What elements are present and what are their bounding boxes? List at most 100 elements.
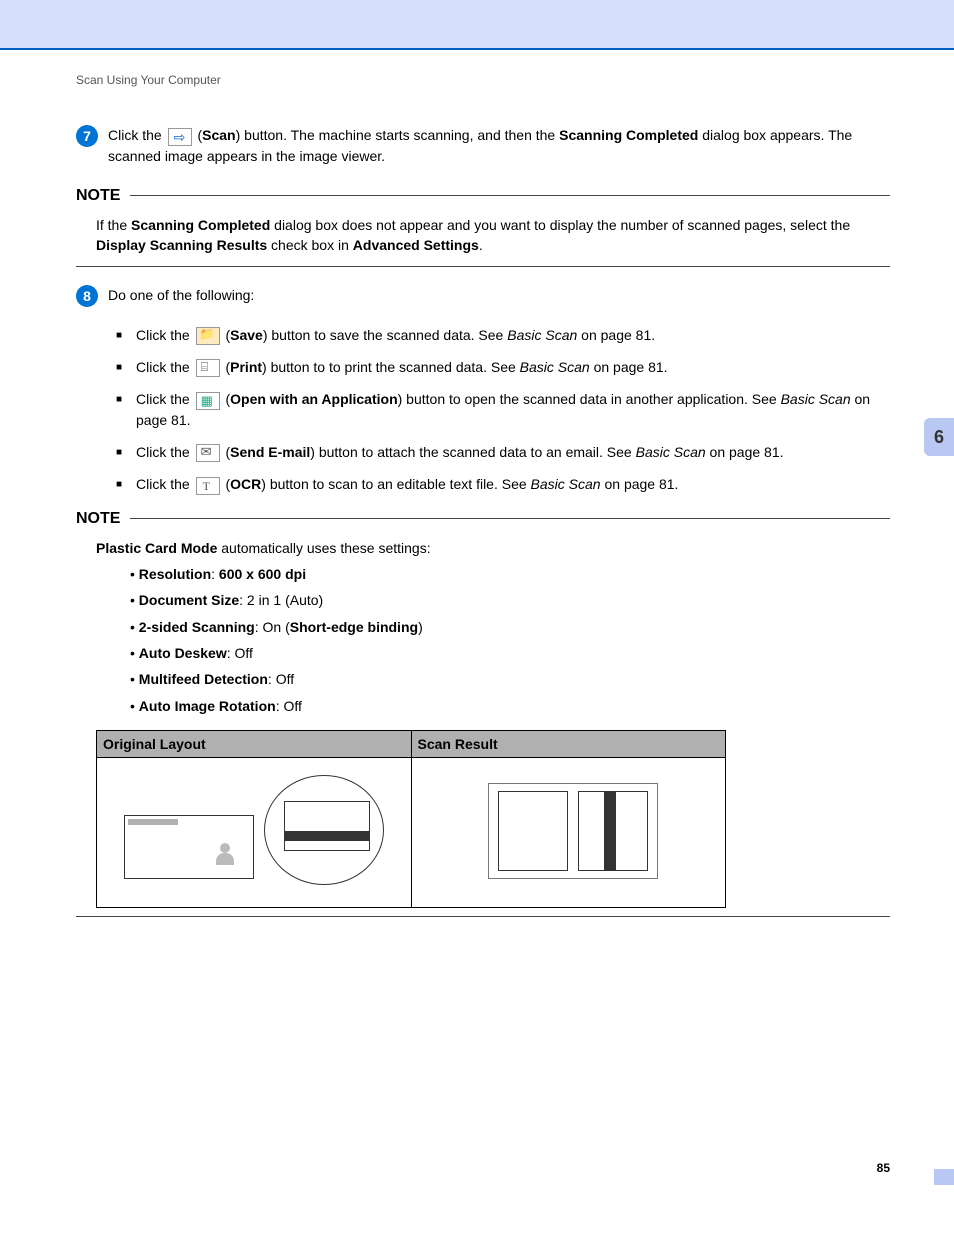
- text: ) button to attach the scanned data to a…: [310, 444, 635, 460]
- text: Click the: [136, 476, 194, 492]
- text: Multifeed Detection: [139, 671, 268, 687]
- text: 2-sided Scanning: [139, 619, 255, 635]
- scan-result-diagram: [468, 775, 668, 885]
- email-button-label: Send E-mail: [230, 444, 310, 460]
- text: : 2 in 1 (Auto): [239, 592, 323, 608]
- text: Document Size: [139, 592, 239, 608]
- note-rule: [130, 195, 890, 196]
- text: Display Scanning Results: [96, 237, 267, 253]
- text: ) button to save the scanned data. See: [263, 327, 507, 343]
- option-email: ■ Click the (Send E-mail) button to atta…: [116, 442, 890, 462]
- text: Plastic Card Mode: [96, 540, 217, 556]
- setting-item: Document Size: 2 in 1 (Auto): [130, 590, 890, 610]
- text: check box in: [267, 237, 353, 253]
- setting-item: Auto Image Rotation: Off: [130, 696, 890, 716]
- ocr-icon: [196, 477, 220, 495]
- note-2: NOTE Plastic Card Mode automatically use…: [76, 507, 890, 918]
- text: dialog box does not appear and you want …: [270, 217, 850, 233]
- ref-link[interactable]: Basic Scan: [781, 391, 851, 407]
- section-header: Scan Using Your Computer: [76, 72, 890, 89]
- ref-link[interactable]: Basic Scan: [520, 359, 590, 375]
- text: : Off: [276, 698, 302, 714]
- text: : On (: [255, 619, 290, 635]
- step-8: 8 Do one of the following:: [76, 285, 890, 307]
- option-save: ■ Click the (Save) button to save the sc…: [116, 325, 890, 345]
- scan-icon: [168, 128, 192, 146]
- step-7: 7 Click the (Scan) button. The machine s…: [76, 125, 890, 166]
- email-icon: [196, 444, 220, 462]
- text: Scanning Completed: [131, 217, 270, 233]
- scan-button-label: Scan: [202, 127, 235, 143]
- page-corner: [934, 1169, 954, 1185]
- open-button-label: Open with an Application: [230, 391, 397, 407]
- note-rule: [76, 916, 890, 917]
- text: ) button to to print the scanned data. S…: [262, 359, 520, 375]
- text: ): [418, 619, 423, 635]
- scan-result-cell: [411, 758, 726, 908]
- print-button-label: Print: [230, 359, 262, 375]
- text: automatically uses these settings:: [217, 540, 430, 556]
- ref-link[interactable]: Basic Scan: [507, 327, 577, 343]
- step-number-7: 7: [76, 125, 98, 147]
- page-content: Scan Using Your Computer 7 Click the (Sc…: [0, 50, 954, 917]
- top-bar: [0, 0, 954, 48]
- ref-link[interactable]: Basic Scan: [636, 444, 706, 460]
- text: : Off: [227, 645, 253, 661]
- page-number: 85: [877, 1161, 890, 1175]
- setting-item: Multifeed Detection: Off: [130, 669, 890, 689]
- layout-table: Original Layout Scan Result: [96, 730, 726, 908]
- bullet: ■: [116, 474, 128, 494]
- note-1-body: If the Scanning Completed dialog box doe…: [76, 215, 890, 256]
- text: Resolution: [139, 566, 211, 582]
- text: on page 81.: [601, 476, 679, 492]
- note-2-body: Plastic Card Mode automatically uses the…: [76, 538, 890, 908]
- print-icon: [196, 359, 220, 377]
- text: Auto Image Rotation: [139, 698, 276, 714]
- settings-list: Resolution: 600 x 600 dpi Document Size:…: [130, 564, 890, 716]
- option-open: ■ Click the (Open with an Application) b…: [116, 389, 890, 430]
- text: ) button to open the scanned data in ano…: [398, 391, 781, 407]
- text: on page 81.: [590, 359, 668, 375]
- save-button-label: Save: [230, 327, 263, 343]
- bullet: ■: [116, 389, 128, 430]
- text: Auto Deskew: [139, 645, 227, 661]
- original-layout-diagram: [114, 775, 394, 885]
- table-header: Original Layout: [97, 730, 412, 757]
- table-header: Scan Result: [411, 730, 726, 757]
- text: on page 81.: [577, 327, 655, 343]
- chapter-tab[interactable]: 6: [924, 418, 954, 456]
- ref-link[interactable]: Basic Scan: [531, 476, 601, 492]
- text: 600 x 600 dpi: [219, 566, 306, 582]
- text: :: [211, 566, 219, 582]
- bullet: ■: [116, 442, 128, 462]
- note-label: NOTE: [76, 184, 120, 207]
- note-label: NOTE: [76, 507, 120, 530]
- option-ocr: ■ Click the (OCR) button to scan to an e…: [116, 474, 890, 494]
- setting-item: Resolution: 600 x 600 dpi: [130, 564, 890, 584]
- bullet: ■: [116, 357, 128, 377]
- step-number-8: 8: [76, 285, 98, 307]
- text: Advanced Settings: [353, 237, 479, 253]
- text: Click the: [136, 391, 194, 407]
- text: .: [479, 237, 483, 253]
- text: Click the: [108, 127, 166, 143]
- text: If the: [96, 217, 131, 233]
- original-layout-cell: [97, 758, 412, 908]
- note-1: NOTE If the Scanning Completed dialog bo…: [76, 184, 890, 267]
- text: : Off: [268, 671, 294, 687]
- text: ) button. The machine starts scanning, a…: [236, 127, 560, 143]
- text: Click the: [136, 327, 194, 343]
- save-icon: [196, 327, 220, 345]
- open-app-icon: [196, 392, 220, 410]
- text: Short-edge binding: [290, 619, 418, 635]
- step-8-body: Do one of the following:: [108, 285, 890, 307]
- text: on page 81.: [706, 444, 784, 460]
- note-rule: [130, 518, 890, 519]
- ocr-button-label: OCR: [230, 476, 261, 492]
- step-7-body: Click the (Scan) button. The machine sta…: [108, 125, 890, 166]
- bullet: ■: [116, 325, 128, 345]
- text: Scanning Completed: [559, 127, 698, 143]
- options-list: ■ Click the (Save) button to save the sc…: [116, 325, 890, 495]
- setting-item: 2-sided Scanning: On (Short-edge binding…: [130, 617, 890, 637]
- text: Click the: [136, 359, 194, 375]
